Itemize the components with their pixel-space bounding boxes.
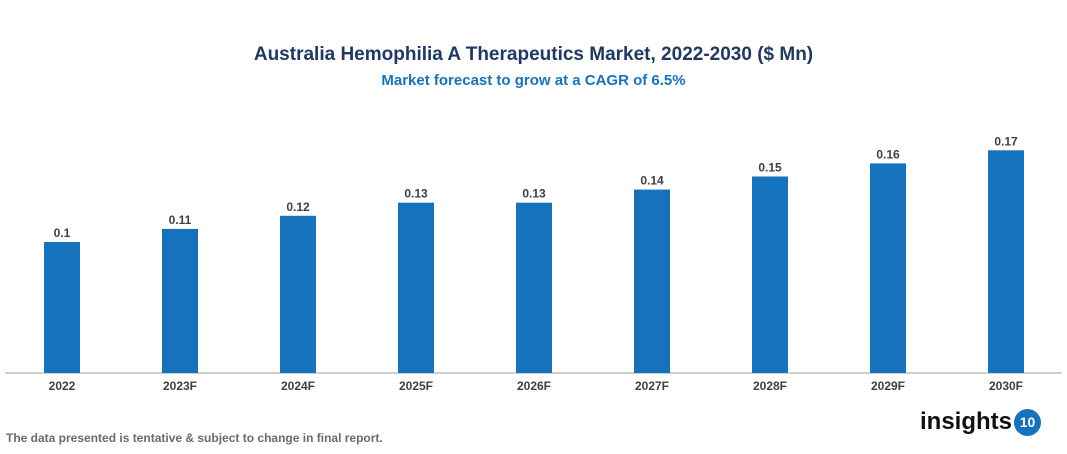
x-tick-label-2025F: 2025F [399, 379, 433, 393]
data-label-2026F: 0.13 [522, 187, 546, 201]
data-label-2023F: 0.11 [169, 213, 192, 227]
bar-2028F [752, 176, 788, 373]
x-tick-label-2023F: 2023F [163, 379, 197, 393]
bar-2023F [162, 228, 198, 373]
chart-subtitle: Market forecast to grow at a CAGR of 6.5… [381, 72, 686, 89]
bar-2027F [634, 189, 670, 373]
data-label-2024F: 0.12 [286, 200, 310, 214]
x-tick-label-2028F: 2028F [753, 379, 787, 393]
data-label-2029F: 0.16 [876, 147, 900, 161]
chart-title: Australia Hemophilia A Therapeutics Mark… [253, 44, 814, 65]
insights10-logo: insights 10 [920, 408, 1042, 436]
x-tick-label-2029F: 2029F [871, 379, 905, 393]
data-label-2025F: 0.13 [404, 187, 428, 201]
bar-2026F [516, 202, 552, 373]
bar-2024F [280, 215, 316, 373]
bar-2029F [870, 163, 906, 373]
bar-2022 [44, 242, 80, 373]
x-tick-label-2026F: 2026F [517, 379, 551, 393]
data-label-2030F: 0.17 [994, 134, 1018, 148]
footnote: The data presented is tentative & subjec… [6, 431, 383, 445]
bar-2030F [988, 150, 1024, 373]
data-label-2028F: 0.15 [758, 161, 782, 175]
x-tick-label-2022: 2022 [49, 379, 76, 393]
logo-badge: 10 [1014, 408, 1042, 436]
x-tick-label-2027F: 2027F [635, 379, 669, 393]
data-label-2027F: 0.14 [640, 174, 664, 188]
x-tick-label-2024F: 2024F [281, 379, 315, 393]
x-tick-label-2030F: 2030F [989, 379, 1023, 393]
logo-text: insights [920, 408, 1013, 435]
data-label-2022: 0.1 [54, 226, 71, 240]
bar-2025F [398, 202, 434, 373]
